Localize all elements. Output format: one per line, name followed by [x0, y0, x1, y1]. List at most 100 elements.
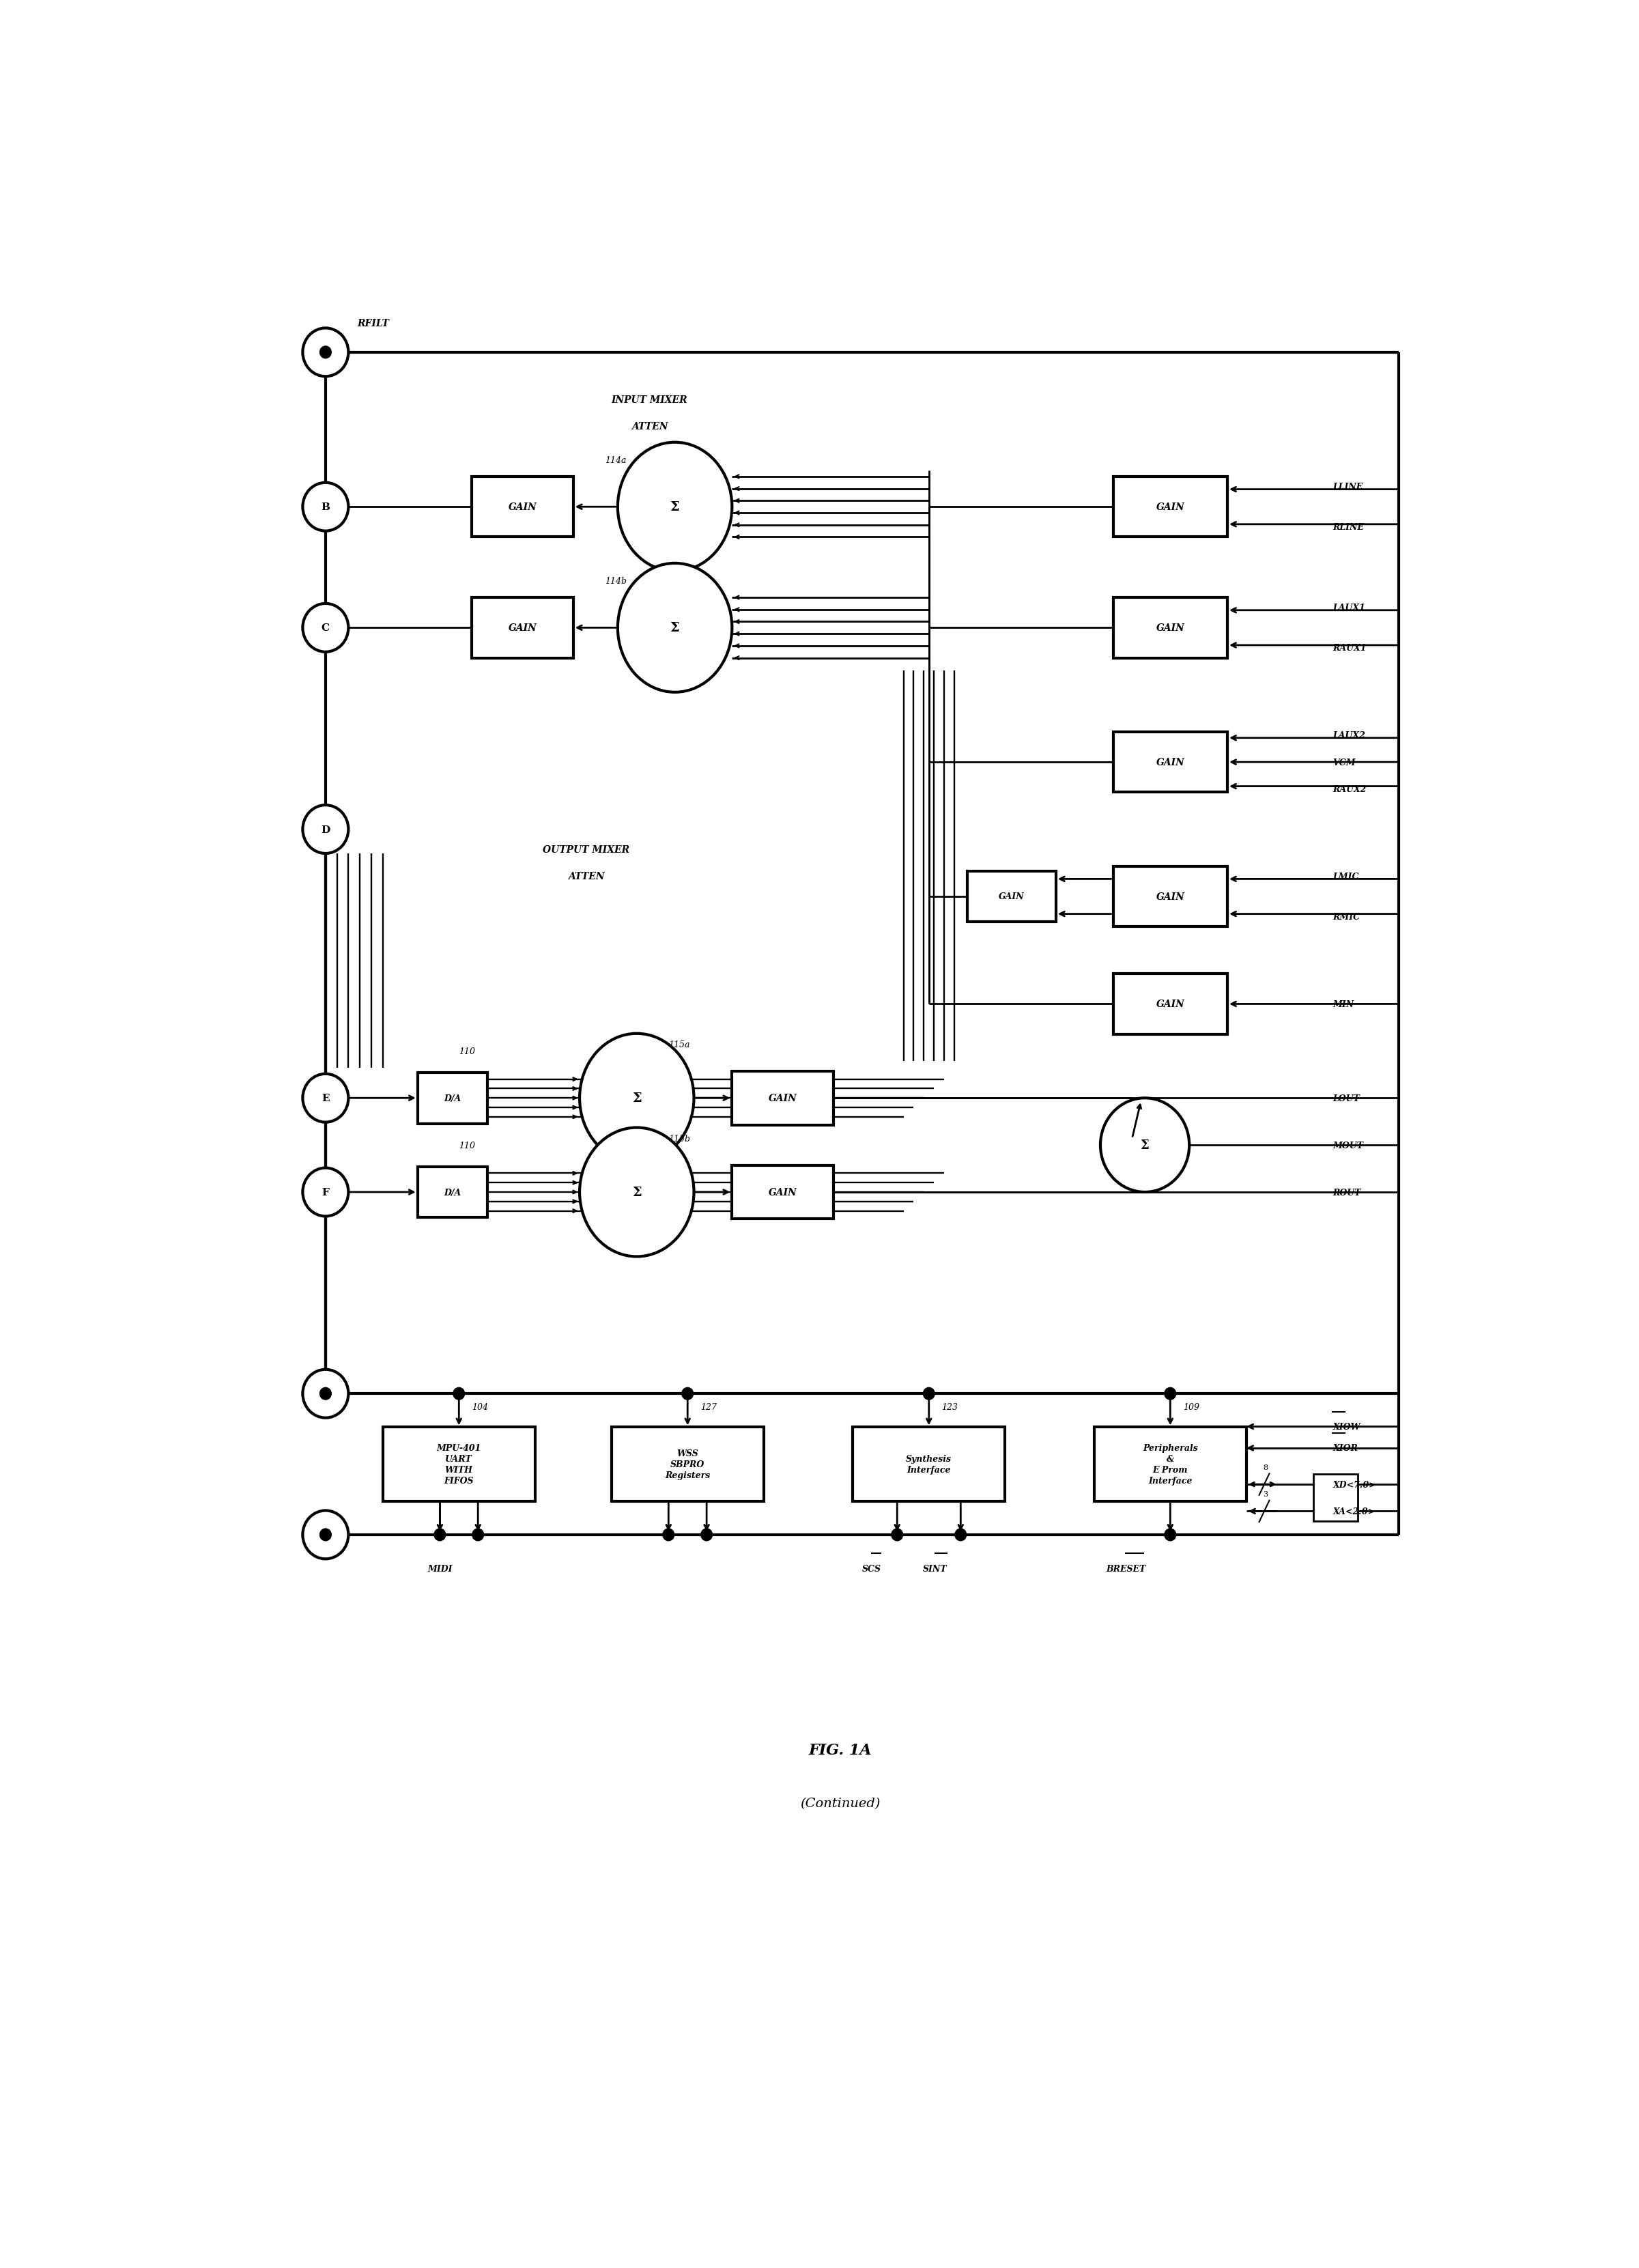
Text: LLINE: LLINE: [1333, 483, 1364, 492]
Text: 104: 104: [472, 1404, 488, 1411]
Text: MPU-401
UART
WITH
FIFOS: MPU-401 UART WITH FIFOS: [436, 1442, 482, 1486]
Text: D/A: D/A: [444, 1093, 461, 1102]
Bar: [1095, 1427, 1247, 1501]
Text: GAIN: GAIN: [508, 624, 536, 633]
Text: WSS
SBPRO
Registers: WSS SBPRO Registers: [665, 1449, 710, 1479]
Circle shape: [923, 1388, 934, 1399]
Ellipse shape: [580, 1127, 693, 1256]
Text: Σ: Σ: [670, 501, 680, 513]
Circle shape: [320, 1388, 331, 1399]
Circle shape: [892, 1529, 903, 1540]
Text: Σ: Σ: [670, 621, 680, 635]
Text: FIG. 1A: FIG. 1A: [808, 1742, 872, 1758]
Text: 3: 3: [1264, 1490, 1269, 1497]
Text: GAIN: GAIN: [508, 503, 536, 513]
Text: GAIN: GAIN: [1155, 624, 1185, 633]
Text: D: D: [321, 826, 329, 835]
Text: BRESET: BRESET: [1106, 1565, 1146, 1574]
Bar: [472, 599, 574, 658]
Text: 8: 8: [1264, 1463, 1269, 1470]
Circle shape: [682, 1388, 693, 1399]
Text: XIOW: XIOW: [1333, 1422, 1360, 1431]
Bar: [1113, 476, 1228, 538]
Text: LAUX1: LAUX1: [1333, 603, 1365, 612]
Bar: [384, 1427, 534, 1501]
Text: GAIN: GAIN: [1155, 758, 1185, 767]
Text: D/A: D/A: [444, 1188, 461, 1198]
Bar: [733, 1070, 834, 1125]
Text: MIDI: MIDI: [428, 1565, 452, 1574]
Text: INPUT MIXER: INPUT MIXER: [611, 395, 687, 404]
Text: H: H: [321, 1531, 331, 1540]
Text: RAUX1: RAUX1: [1333, 644, 1367, 653]
Text: ATTEN: ATTEN: [567, 871, 605, 882]
Text: GAIN: GAIN: [998, 891, 1024, 900]
Text: MIN: MIN: [1333, 1000, 1354, 1009]
Text: GAIN: GAIN: [1155, 503, 1185, 513]
Circle shape: [472, 1529, 484, 1540]
Circle shape: [454, 1388, 464, 1399]
Circle shape: [956, 1529, 967, 1540]
Bar: [418, 1166, 487, 1218]
Ellipse shape: [580, 1034, 693, 1163]
Circle shape: [303, 1075, 349, 1123]
Bar: [733, 1166, 834, 1220]
Ellipse shape: [618, 565, 733, 692]
Circle shape: [1165, 1529, 1175, 1540]
Text: VCM: VCM: [1333, 758, 1355, 767]
Text: Σ: Σ: [1141, 1139, 1149, 1152]
Text: 115b: 115b: [669, 1134, 690, 1143]
Text: GAIN: GAIN: [1155, 891, 1185, 903]
Text: 114b: 114b: [605, 576, 626, 585]
Text: (Continued): (Continued): [800, 1799, 880, 1810]
Text: ROUT: ROUT: [1333, 1188, 1360, 1198]
Text: 127: 127: [700, 1404, 716, 1411]
Text: B: B: [321, 503, 329, 513]
Circle shape: [320, 1529, 331, 1540]
Bar: [472, 476, 574, 538]
Text: 110: 110: [459, 1141, 475, 1150]
Text: SCS: SCS: [862, 1565, 882, 1574]
Circle shape: [303, 483, 349, 531]
Circle shape: [303, 329, 349, 376]
Bar: [1113, 599, 1228, 658]
Bar: [1113, 973, 1228, 1034]
Circle shape: [1165, 1388, 1175, 1399]
Text: G: G: [321, 1388, 329, 1399]
Text: C: C: [321, 624, 329, 633]
Text: RLINE: RLINE: [1333, 524, 1364, 531]
Circle shape: [320, 347, 331, 358]
Text: Synthesis
Interface: Synthesis Interface: [906, 1454, 952, 1474]
Circle shape: [434, 1529, 446, 1540]
Text: SINT: SINT: [923, 1565, 947, 1574]
Text: GAIN: GAIN: [769, 1188, 797, 1198]
Text: XA<2:0>: XA<2:0>: [1333, 1506, 1375, 1515]
Text: MOUT: MOUT: [1333, 1141, 1364, 1150]
Text: RMIC: RMIC: [1333, 912, 1360, 921]
Text: Σ: Σ: [633, 1186, 641, 1198]
Text: 123: 123: [942, 1404, 957, 1411]
Text: GAIN: GAIN: [1155, 1000, 1185, 1009]
Text: XIOR: XIOR: [1333, 1445, 1359, 1454]
Text: 114a: 114a: [605, 456, 626, 465]
Bar: [418, 1073, 487, 1125]
Ellipse shape: [618, 442, 733, 572]
Text: E: E: [321, 1093, 329, 1102]
Circle shape: [303, 603, 349, 653]
Text: LMIC: LMIC: [1333, 873, 1359, 880]
Text: XD<7:0>: XD<7:0>: [1333, 1481, 1377, 1490]
Text: 110: 110: [459, 1048, 475, 1055]
Circle shape: [701, 1529, 713, 1540]
Text: LOUT: LOUT: [1333, 1093, 1360, 1102]
Bar: [967, 871, 1056, 923]
Text: F: F: [321, 1188, 329, 1198]
Circle shape: [303, 1370, 349, 1418]
Text: ATTEN: ATTEN: [631, 422, 667, 431]
Ellipse shape: [1100, 1098, 1190, 1193]
Text: LAUX2: LAUX2: [1333, 730, 1365, 739]
Text: 109: 109: [1183, 1404, 1200, 1411]
Circle shape: [662, 1529, 674, 1540]
Bar: [611, 1427, 764, 1501]
Bar: [1113, 733, 1228, 794]
Bar: [852, 1427, 1005, 1501]
